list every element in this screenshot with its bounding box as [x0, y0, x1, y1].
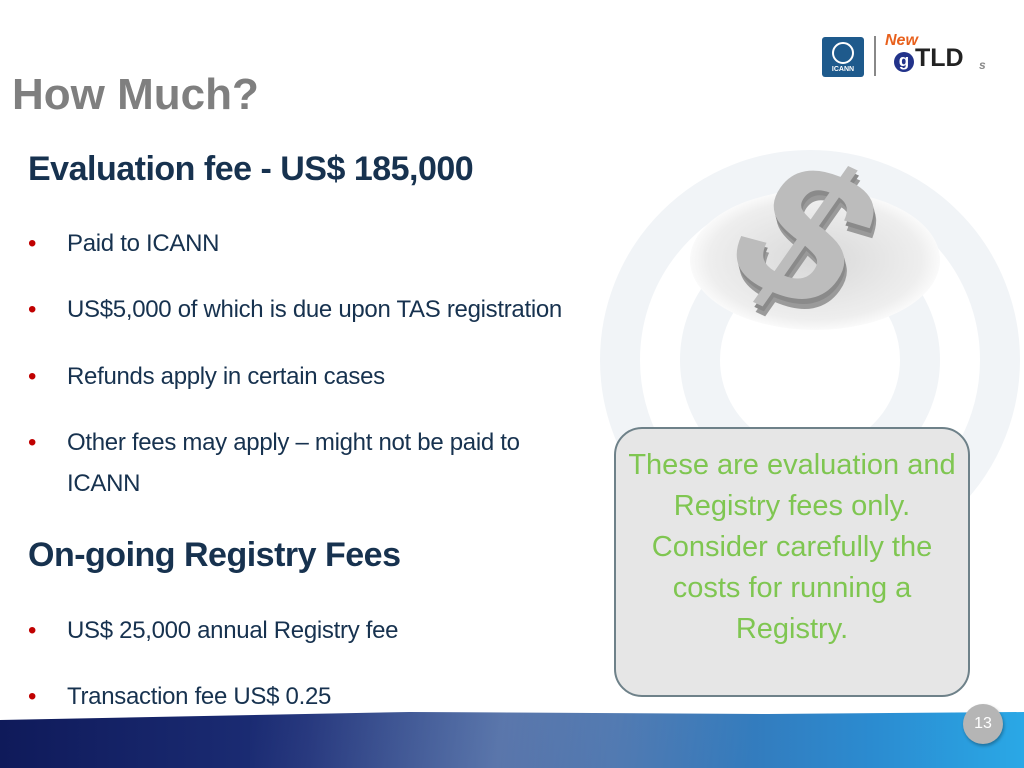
logo-g: g [894, 52, 914, 72]
slide-title: How Much? [12, 70, 259, 119]
bullet-item: • Transaction fee US$ 0.25 [28, 676, 331, 717]
logo-divider [874, 36, 876, 76]
footer-band [0, 712, 1024, 768]
bullet-icon: • [28, 363, 37, 390]
bullet-icon: • [28, 683, 37, 710]
bullet-icon: • [28, 296, 37, 323]
bullet-item: • Paid to ICANN [28, 223, 219, 264]
logo-new: New [885, 32, 918, 49]
logo-tld: TLD [915, 44, 964, 72]
bullet-icon: • [28, 230, 37, 257]
bullet-text: Refunds apply in certain cases [67, 363, 385, 390]
new-gtlds-logo: New g TLD s [885, 32, 995, 82]
bullet-icon: • [28, 429, 37, 456]
section-heading: On-going Registry Fees [28, 536, 401, 574]
dollar-shadow [690, 190, 940, 330]
logo-s: s [979, 58, 986, 72]
icann-logo-text: ICANN [831, 66, 855, 73]
bullet-item: • US$ 25,000 annual Registry fee [28, 610, 399, 651]
bullet-text: US$ 25,000 annual Registry fee [67, 617, 399, 644]
bullet-item: • Other fees may apply – might not be pai… [28, 422, 587, 504]
globe-icon [832, 42, 854, 64]
bullet-text: Paid to ICANN [67, 230, 220, 257]
bullet-text: Other fees may apply – might not be paid… [67, 429, 520, 497]
footer-sheen [250, 712, 750, 768]
bullet-icon: • [28, 617, 37, 644]
bullet-item: • Refunds apply in certain cases [28, 356, 385, 397]
icann-logo: ICANN [822, 37, 864, 77]
section-heading: Evaluation fee - US$ 185,000 [28, 150, 474, 188]
bullet-text: US$5,000 of which is due upon TAS regist… [67, 296, 562, 323]
dollar-sign-image: $ [690, 118, 940, 351]
bullet-text: Transaction fee US$ 0.25 [67, 683, 332, 710]
callout-box: These are evaluation and Registry fees o… [614, 427, 970, 697]
bullet-item: • US$5,000 of which is due upon TAS regis… [28, 289, 562, 330]
page-number: 13 [963, 704, 1003, 744]
